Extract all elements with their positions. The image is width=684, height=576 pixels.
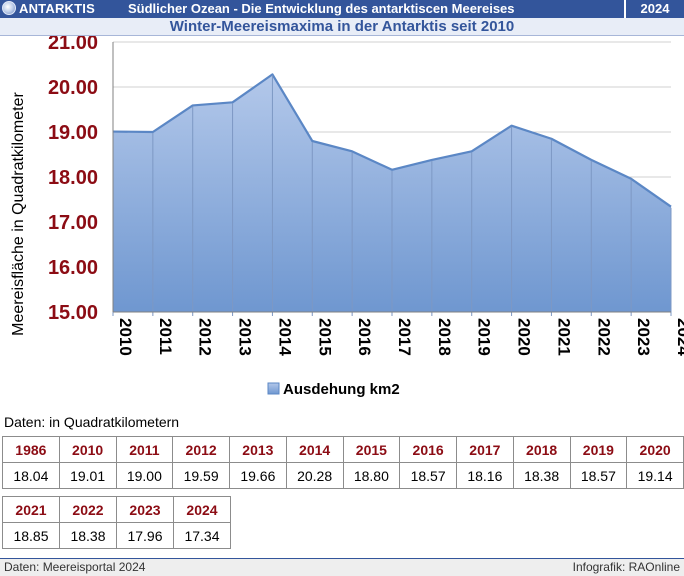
x-tick-label: 2019	[475, 318, 494, 356]
year-badge: 2024	[624, 0, 684, 18]
x-tick-label: 2020	[515, 318, 534, 356]
table-caption: Daten: in Quadratkilometern	[4, 414, 180, 430]
x-tick-label: 2017	[395, 318, 414, 356]
table-value-cell: 18.57	[399, 462, 457, 489]
area-series-line	[112, 73, 672, 208]
brand-name: ANTARKTIS	[19, 1, 95, 16]
table-value-cell: 18.80	[342, 462, 401, 489]
y-tick-label: 19.00	[48, 122, 98, 144]
table-value-cell: 19.14	[626, 462, 684, 489]
x-tick-label: 2015	[315, 318, 334, 356]
table-value-cell: 18.04	[2, 462, 60, 489]
header-bar: ANTARKTIS Südlicher Ozean - Die Entwickl…	[0, 0, 684, 18]
x-tick-label: 2018	[435, 318, 454, 356]
table-year-cell: 2024	[173, 496, 231, 523]
x-tick-label: 2024	[674, 318, 684, 356]
table-year-cell: 2013	[229, 436, 287, 463]
footer-source: Daten: Meereisportal 2024	[4, 560, 146, 574]
x-tick-label: 2011	[156, 318, 175, 355]
y-tick-label: 21.00	[48, 36, 98, 54]
table-value-cell: 19.59	[172, 462, 230, 489]
table-value-cell: 19.66	[229, 462, 287, 489]
footer-credit: Infografik: RAOnline	[572, 560, 680, 574]
y-tick-label: 16.00	[48, 257, 98, 279]
table-value-cell: 19.00	[115, 462, 174, 489]
table-year-cell: 1986	[2, 436, 60, 463]
y-tick-label: 17.00	[48, 212, 98, 234]
footer-bar: Daten: Meereisportal 2024 Infografik: RA…	[0, 558, 684, 576]
table-value-cell: 17.34	[173, 522, 231, 549]
legend-swatch	[267, 382, 280, 395]
table-year-cell: 2017	[456, 436, 514, 463]
x-tick-label: 2021	[554, 318, 573, 356]
table-value-cell: 18.85	[2, 522, 60, 549]
x-tick-label: 2012	[196, 318, 215, 356]
x-tick-label: 2023	[634, 318, 653, 356]
table-year-cell: 2022	[59, 496, 117, 523]
table-year-cell: 2010	[58, 436, 117, 463]
globe-icon	[2, 1, 16, 15]
table-value-cell: 18.38	[512, 462, 571, 489]
table-year-cell: 2016	[399, 436, 457, 463]
table-year-cell: 2012	[172, 436, 230, 463]
table-year-cell: 2015	[342, 436, 401, 463]
x-tick-label: 2013	[236, 318, 255, 356]
area-chart: 15.00 16.00 17.00 18.00 19.00 20.00 21.00 2010…	[10, 36, 684, 398]
table-value-cell: 18.16	[456, 462, 514, 489]
chart-title: Winter-Meereismaxima in der Antarktis se…	[0, 18, 684, 36]
y-tick-label: 15.00	[48, 302, 98, 324]
table-year-cell: 2018	[512, 436, 571, 463]
legend: Ausdehung km2	[267, 381, 400, 398]
x-tick-label: 2014	[275, 318, 294, 356]
table-value-cell: 17.96	[116, 522, 174, 549]
table-year-cell: 2014	[285, 436, 344, 463]
table-year-cell: 2023	[116, 496, 174, 523]
y-tick-label: 20.00	[48, 77, 98, 99]
table-year-cell: 2011	[115, 436, 174, 463]
table-year-cell: 2019	[569, 436, 628, 463]
x-tick-label: 2010	[116, 318, 135, 356]
table-value-cell: 20.28	[285, 462, 344, 489]
table-value-cell: 19.01	[58, 462, 117, 489]
legend-label: Ausdehung km2	[283, 381, 400, 398]
table-value-cell: 18.57	[569, 462, 628, 489]
table-year-cell: 2020	[626, 436, 684, 463]
header-title: Südlicher Ozean - Die Entwicklung des an…	[128, 1, 515, 16]
table-value-cell: 18.38	[59, 522, 117, 549]
y-tick-label: 18.00	[48, 167, 98, 189]
data-table-1: 1986 2010 2011 2012 2013 2014 2015 2016 2017 2018…	[2, 436, 684, 489]
y-axis-label: Meereisfläche in Quadratkilometer	[10, 92, 27, 336]
data-table-2: 2021 2022 2023 2024 18.85 18.38 17.96 17.34	[2, 496, 231, 549]
x-tick-label: 2016	[355, 318, 374, 356]
table-year-cell: 2021	[2, 496, 60, 523]
x-tick-label: 2022	[594, 318, 613, 356]
